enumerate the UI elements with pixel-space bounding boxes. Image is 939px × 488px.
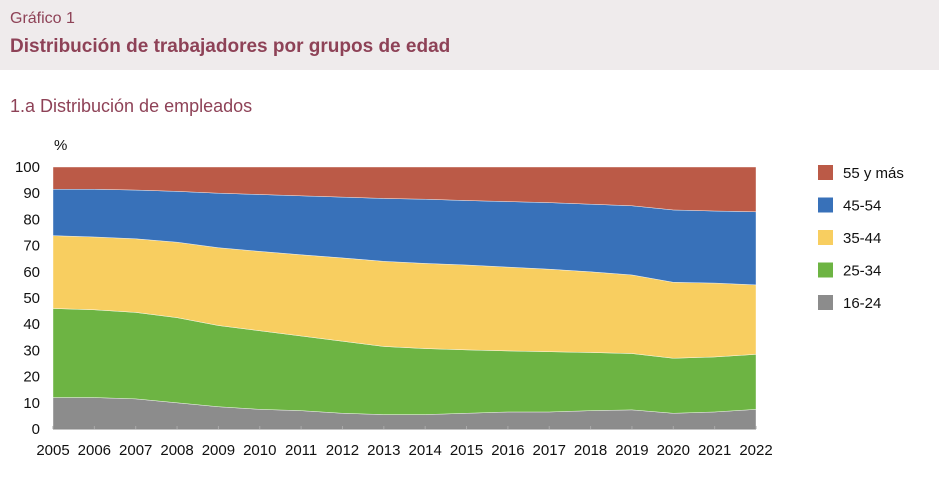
y-tick-label: 90	[23, 185, 40, 202]
chart-title: 1.a Distribución de empleados	[10, 96, 253, 116]
legend-label: 55 y más	[843, 165, 904, 182]
legend-swatch	[818, 230, 833, 245]
x-tick-label: 2015	[450, 442, 483, 459]
legend-label: 16-24	[843, 295, 881, 312]
y-axis-unit: %	[54, 137, 67, 154]
x-tick-label: 2016	[491, 442, 524, 459]
y-tick-label: 20	[23, 369, 40, 386]
figure-number: Gráfico 1	[10, 10, 75, 27]
x-tick-label: 2005	[36, 442, 69, 459]
x-tick-label: 2022	[739, 442, 772, 459]
legend-label: 25-34	[843, 263, 881, 280]
x-tick-label: 2007	[119, 442, 152, 459]
y-tick-label: 100	[15, 159, 40, 176]
legend-swatch	[818, 197, 833, 213]
x-tick-label: 2006	[78, 442, 111, 459]
y-tick-label: 60	[23, 264, 40, 281]
y-tick-label: 0	[32, 421, 40, 438]
y-tick-label: 30	[23, 342, 40, 359]
x-tick-label: 2018	[574, 442, 607, 459]
x-tick-label: 2017	[533, 442, 566, 459]
x-tick-label: 2014	[408, 442, 441, 459]
y-tick-label: 40	[23, 316, 40, 333]
y-tick-label: 80	[23, 211, 40, 228]
y-tick-label: 50	[23, 290, 40, 307]
legend-swatch	[818, 165, 833, 180]
y-tick-label: 10	[23, 395, 40, 412]
x-tick-label: 2012	[326, 442, 359, 459]
legend-label: 35-44	[843, 230, 881, 247]
x-tick-label: 2013	[367, 442, 400, 459]
area-55-y-más	[52, 166, 757, 213]
figure-title: Distribución de trabajadores por grupos …	[10, 36, 451, 57]
x-tick-label: 2021	[698, 442, 731, 459]
legend-swatch	[818, 262, 833, 278]
y-tick-label: 70	[23, 238, 40, 255]
x-tick-label: 2009	[202, 442, 235, 459]
x-tick-label: 2010	[243, 442, 276, 459]
x-tick-label: 2020	[657, 442, 690, 459]
legend-label: 45-54	[843, 198, 881, 215]
x-tick-label: 2011	[285, 442, 317, 459]
legend-swatch	[818, 295, 833, 310]
header-band: Gráfico 1 Distribución de trabajadores p…	[0, 0, 939, 70]
x-tick-label: 2008	[160, 442, 193, 459]
x-tick-label: 2019	[615, 442, 648, 459]
